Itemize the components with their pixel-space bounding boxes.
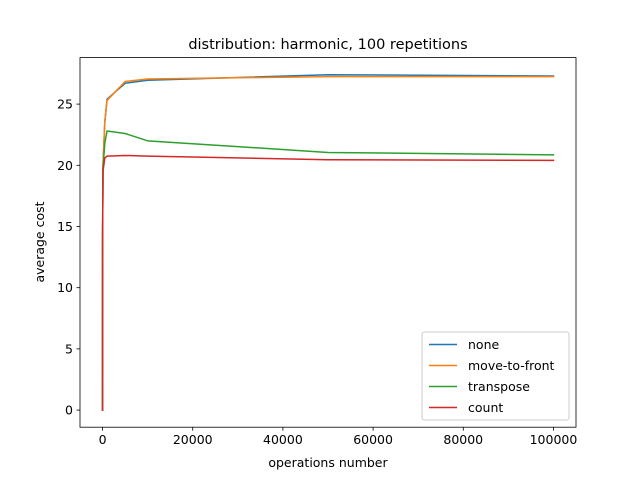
y-tick-label: 15: [57, 219, 73, 234]
x-axis-label: operations number: [268, 455, 388, 470]
y-tick-label: 5: [65, 341, 73, 356]
x-tick-label: 60000: [353, 432, 393, 447]
series-line-count: [101, 154, 555, 411]
y-tick-label: 10: [57, 280, 73, 295]
x-tick-label: 100000: [530, 432, 578, 447]
plot-frame: [79, 57, 577, 428]
legend-box: [421, 331, 570, 421]
legend: none move-to-front transpose count: [421, 331, 570, 421]
legend-label: transpose: [468, 379, 530, 394]
y-tick-label: 0: [65, 403, 73, 418]
x-tick-label: 40000: [263, 432, 303, 447]
legend-label: none: [468, 337, 499, 352]
chart-title: distribution: harmonic, 100 repetitions: [188, 37, 467, 53]
y-axis-label: average cost: [32, 201, 47, 282]
y-tick-label: 20: [57, 158, 73, 173]
y-tick-label: 25: [57, 97, 73, 112]
x-tick-label: 20000: [173, 432, 213, 447]
legend-label: move-to-front: [468, 358, 555, 373]
legend-label: count: [468, 400, 503, 415]
series-lines: [101, 73, 555, 411]
x-tick-label: 80000: [443, 432, 483, 447]
x-tick-label: 0: [99, 432, 107, 447]
axis-ticks: 0 20000 40000 60000 80000 100000 0 5 10 15 20 25: [57, 97, 577, 448]
